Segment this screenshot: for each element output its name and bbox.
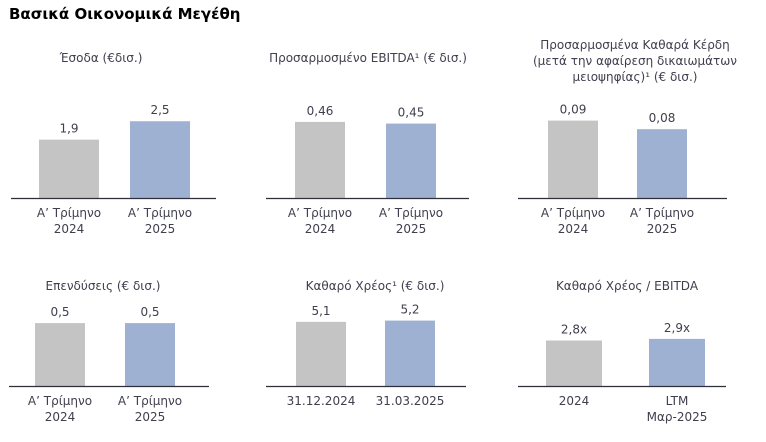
data-label: 5,2	[400, 303, 419, 317]
bar	[637, 129, 687, 198]
chart-title-line: μειοψηφίας)¹ (€ δισ.)	[573, 70, 698, 84]
category-label: 2024	[558, 222, 589, 236]
data-label: 0,45	[398, 106, 425, 120]
category-label: 2024	[45, 410, 76, 424]
bar	[125, 323, 175, 386]
category-label: Α’ Τρίμηνο	[379, 206, 443, 220]
chart-svg: Προσαρμοσμένο EBITDA¹ (€ δισ.) 0,46 Α’ Τρί…	[266, 51, 469, 236]
data-label: 2,5	[150, 103, 169, 117]
data-label: 2,9x	[664, 321, 690, 335]
chart-svg: Έσοδα (€δισ.) 1,9 Α’ Τρίμηνο 2024 2,5 Α’ Τρίμ…	[11, 51, 216, 236]
chart-title-line: Επενδύσεις (€ δισ.)	[46, 279, 161, 293]
data-label: 0,08	[649, 111, 676, 125]
bar	[385, 320, 435, 386]
category-label: Α’ Τρίμηνο	[541, 206, 605, 220]
page-title: Βασικά Οικονομικά Μεγέθη	[9, 5, 241, 23]
category-label: 31.03.2025	[376, 394, 445, 408]
bar	[649, 338, 705, 386]
data-label: 0,09	[560, 103, 587, 117]
data-label: 0,5	[50, 305, 69, 319]
chart-svg: Επενδύσεις (€ δισ.) 0,5 Α’ Τρίμηνο 2024 0,5 Α…	[9, 279, 209, 424]
category-label: LTM	[666, 394, 689, 408]
category-label: Α’ Τρίμηνο	[128, 206, 192, 220]
bar	[386, 123, 436, 198]
category-label: Α’ Τρίμηνο	[630, 206, 694, 220]
data-label: 0,5	[140, 305, 159, 319]
category-label: 2024	[54, 222, 85, 236]
category-label: 2024	[305, 222, 336, 236]
bar	[296, 321, 346, 386]
category-label: Α’ Τρίμηνο	[118, 394, 182, 408]
data-label: 0,46	[307, 104, 334, 118]
data-label: 1,9	[59, 122, 78, 136]
category-label: 2025	[396, 222, 427, 236]
category-label: 2024	[559, 394, 590, 408]
category-label: Α’ Τρίμηνο	[288, 206, 352, 220]
chart-panel-net-profit: Προσαρμοσμένα Καθαρά Κέρδη (μετά την αφαί…	[510, 37, 760, 245]
chart-panel-net-debt: Καθαρό Χρέος¹ (€ δισ.) 5,1 31.12.2024 5,2 31…	[260, 278, 500, 438]
category-label: 31.12.2024	[287, 394, 356, 408]
category-label: Α’ Τρίμηνο	[37, 206, 101, 220]
chart-title-line: Προσαρμοσμένα Καθαρά Κέρδη	[540, 38, 730, 52]
category-label: 2025	[145, 222, 176, 236]
chart-panel-investments: Επενδύσεις (€ δισ.) 0,5 Α’ Τρίμηνο 2024 0,5 Α…	[5, 278, 245, 438]
bar	[35, 323, 85, 386]
bar	[39, 139, 99, 198]
chart-title-line: Προσαρμοσμένο EBITDA¹ (€ δισ.)	[269, 51, 467, 65]
category-label: Α’ Τρίμηνο	[28, 394, 92, 408]
chart-panel-net-debt-ebitda: Καθαρό Χρέος / EBITDA 2,8x 2024 2,9x LTM Μαρ-…	[510, 278, 760, 438]
category-label: Μαρ-2025	[647, 410, 708, 424]
chart-panel-revenue: Έσοδα (€δισ.) 1,9 Α’ Τρίμηνο 2024 2,5 Α’ Τρίμ…	[5, 50, 245, 245]
bar	[546, 340, 602, 386]
bar	[548, 120, 598, 198]
bar	[130, 121, 190, 198]
chart-title-line: Καθαρό Χρέος¹ (€ δισ.)	[306, 279, 445, 293]
chart-title-line: Καθαρό Χρέος / EBITDA	[556, 279, 699, 293]
category-label: 2025	[135, 410, 166, 424]
chart-svg: Καθαρό Χρέος / EBITDA 2,8x 2024 2,9x LTM Μαρ-…	[518, 279, 726, 424]
chart-svg: Προσαρμοσμένα Καθαρά Κέρδη (μετά την αφαί…	[518, 38, 737, 236]
category-label: 2025	[647, 222, 678, 236]
data-label: 5,1	[311, 304, 330, 318]
data-label: 2,8x	[561, 323, 587, 337]
chart-svg: Καθαρό Χρέος¹ (€ δισ.) 5,1 31.12.2024 5,2 31…	[266, 279, 466, 408]
chart-title-line: (μετά την αφαίρεση δικαιωμάτων	[533, 54, 737, 68]
chart-panel-ebitda: Προσαρμοσμένο EBITDA¹ (€ δισ.) 0,46 Α’ Τρί…	[260, 50, 500, 245]
chart-title-line: Έσοδα (€δισ.)	[59, 51, 143, 65]
bar	[295, 121, 345, 198]
